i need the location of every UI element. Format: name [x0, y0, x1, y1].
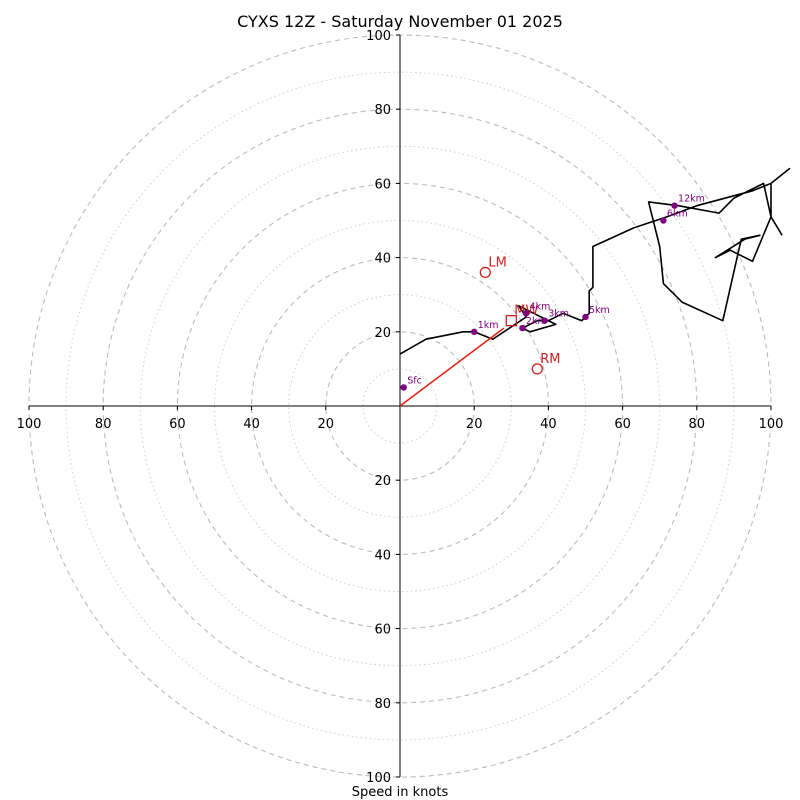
tick-label: 60 — [374, 177, 391, 192]
wind-profile-trace — [399, 167, 791, 355]
height-marker-dot — [471, 328, 478, 335]
tick-label: 100 — [759, 417, 784, 432]
tick-label: 100 — [366, 771, 391, 786]
tick-label: 80 — [689, 417, 706, 432]
tick-label: 20 — [318, 417, 335, 432]
storm-motion-marker-lm — [479, 266, 491, 279]
height-marker-label: 12km — [678, 194, 705, 205]
storm-motion-marker-rm — [531, 363, 543, 375]
wind-trace-line — [399, 167, 791, 355]
height-marker-label: 4km — [530, 301, 551, 312]
storm-motion-label: RM — [540, 352, 560, 367]
tick-label: 80 — [374, 103, 391, 118]
tick-label: 20 — [466, 417, 483, 432]
height-marker-label: 2km — [526, 316, 547, 327]
tick-label: 60 — [169, 417, 186, 432]
height-marker-label: 6km — [667, 209, 688, 220]
tick-label: 40 — [374, 548, 391, 563]
tick-label: 40 — [540, 417, 557, 432]
shear-vector — [399, 327, 505, 407]
chart-title: CYXS 12Z - Saturday November 01 2025 — [237, 12, 563, 31]
storm-motion-marker-mw — [505, 315, 517, 327]
height-marker-dot — [400, 384, 407, 391]
axis-tick-labels: 100 80 60 40 20 20 40 60 80 100 20 40 60 80 100 20 40 60 8… — [17, 29, 784, 786]
tick-label: 80 — [374, 697, 391, 712]
height-marker-dot — [519, 324, 526, 332]
height-marker-label: 5km — [589, 305, 610, 316]
height-marker-dot — [671, 202, 678, 209]
height-marker-dot — [582, 313, 589, 321]
height-marker-label: Sfc — [407, 375, 422, 386]
tick-label: 40 — [374, 252, 391, 267]
shear-vector-line — [399, 327, 505, 407]
tick-label: 100 — [17, 417, 42, 432]
height-marker-dot — [541, 317, 548, 324]
height-marker-dot — [522, 310, 530, 317]
tick-label: 40 — [243, 417, 260, 432]
height-marker-dot — [660, 217, 667, 224]
tick-label: 20 — [374, 474, 391, 489]
tick-label: 60 — [374, 623, 391, 638]
tick-label: 60 — [614, 417, 631, 432]
tick-label: 80 — [95, 417, 112, 432]
height-marker-label: 1km — [478, 320, 499, 331]
x-axis-label: Speed in knots — [352, 785, 449, 800]
tick-label: 100 — [366, 29, 391, 44]
height-marker-label: 3km — [548, 309, 569, 320]
storm-motion-label: LM — [488, 255, 506, 270]
tick-label: 20 — [374, 326, 391, 341]
